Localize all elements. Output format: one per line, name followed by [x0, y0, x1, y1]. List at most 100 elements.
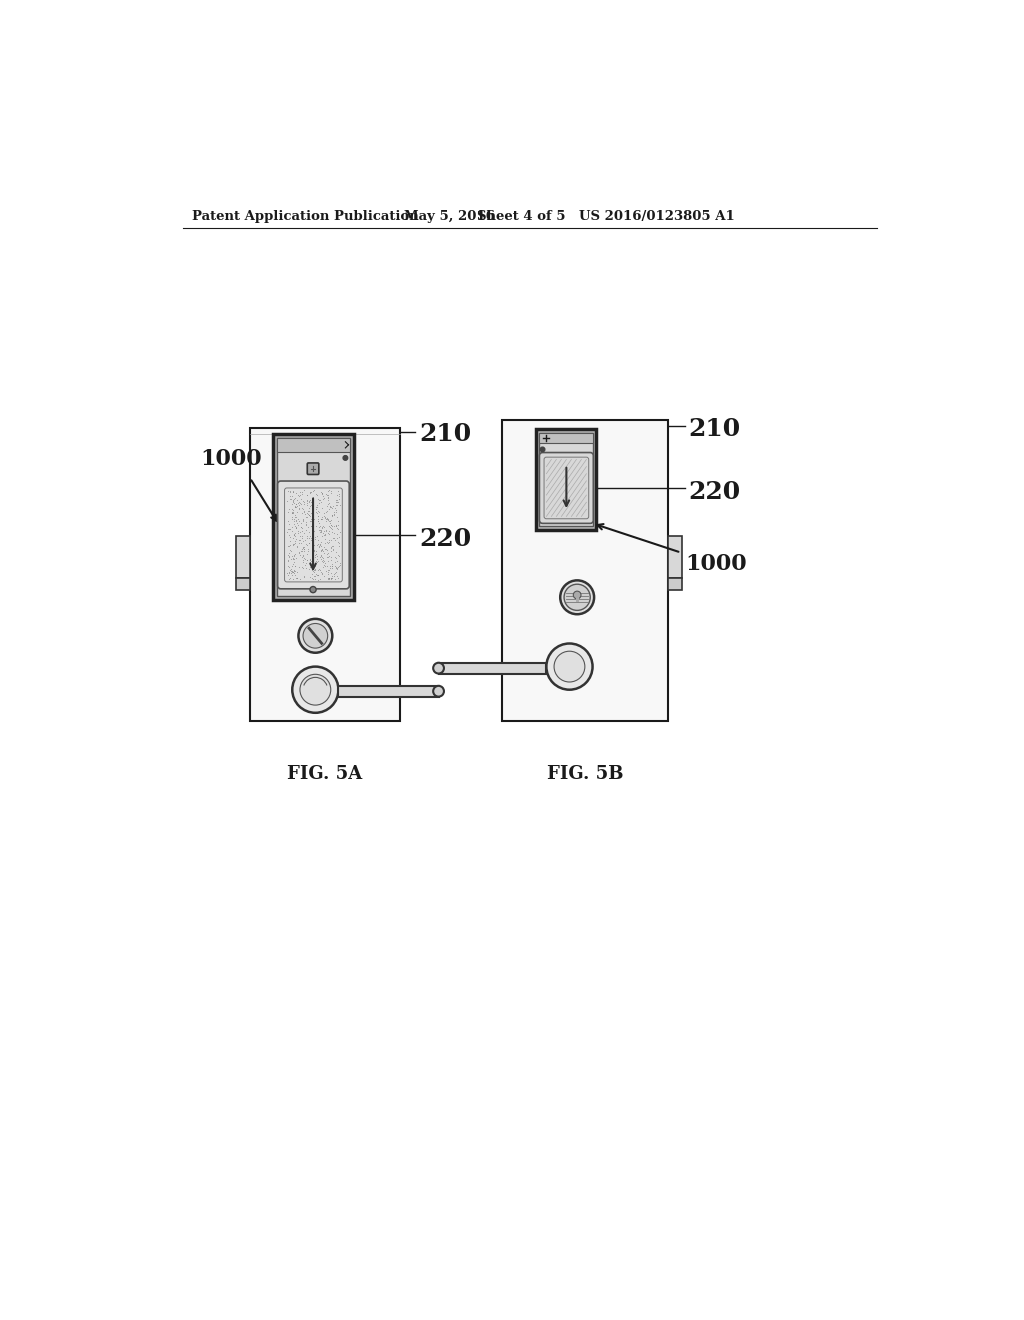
Point [286, 560, 302, 581]
Point [300, 500, 316, 521]
Point [327, 529, 343, 550]
Point [332, 486, 348, 507]
Point [294, 527, 310, 548]
Point [315, 487, 332, 508]
Point [309, 533, 326, 554]
Point [294, 525, 310, 546]
Point [321, 510, 337, 531]
Point [321, 569, 337, 590]
Point [309, 506, 326, 527]
Point [299, 549, 315, 570]
Point [322, 498, 338, 519]
Point [296, 494, 312, 515]
Point [319, 484, 336, 506]
Point [286, 488, 302, 510]
Bar [540, 433, 593, 527]
Point [298, 553, 314, 574]
Point [287, 488, 303, 510]
Text: 220: 220 [419, 527, 471, 550]
Point [282, 560, 298, 581]
Point [292, 545, 308, 566]
Point [298, 503, 314, 524]
Point [324, 504, 340, 525]
Point [315, 565, 332, 586]
Point [328, 516, 344, 537]
Point [299, 484, 315, 506]
Point [294, 482, 310, 503]
Point [301, 527, 317, 548]
Point [303, 554, 319, 576]
Point [299, 494, 315, 515]
Point [285, 502, 301, 523]
Point [313, 562, 330, 583]
Point [318, 539, 335, 560]
Point [328, 502, 344, 523]
Point [298, 506, 314, 527]
Point [317, 506, 334, 527]
Point [302, 482, 318, 503]
Point [326, 495, 342, 516]
Point [318, 520, 335, 541]
Point [322, 495, 338, 516]
Point [296, 491, 312, 512]
Point [292, 492, 308, 513]
Point [310, 508, 327, 529]
Circle shape [541, 447, 545, 451]
Point [305, 521, 322, 543]
Point [322, 517, 338, 539]
Point [319, 480, 336, 502]
Point [332, 553, 348, 574]
Point [285, 549, 301, 570]
Point [329, 524, 345, 545]
Point [288, 568, 304, 589]
Point [316, 528, 333, 549]
Point [303, 568, 319, 589]
Point [322, 545, 338, 566]
Point [296, 566, 312, 587]
Point [280, 565, 296, 586]
Point [324, 568, 340, 589]
Text: FIG. 5B: FIG. 5B [547, 766, 624, 783]
Point [286, 513, 302, 535]
Point [299, 525, 315, 546]
Point [295, 552, 311, 573]
Circle shape [433, 663, 444, 673]
Point [312, 549, 329, 570]
Point [286, 524, 302, 545]
Point [313, 564, 330, 585]
Point [285, 553, 301, 574]
Point [281, 546, 297, 568]
Point [312, 520, 329, 541]
Point [329, 558, 345, 579]
Point [303, 516, 319, 537]
Bar [540, 433, 593, 444]
Point [302, 511, 318, 532]
Point [321, 543, 337, 564]
Point [329, 484, 345, 506]
Point [286, 524, 302, 545]
Point [323, 537, 339, 558]
Point [315, 506, 332, 527]
Point [317, 508, 334, 529]
Point [316, 539, 333, 560]
Point [279, 562, 295, 583]
Point [327, 556, 343, 577]
Point [291, 510, 307, 531]
Point [287, 525, 303, 546]
Point [308, 484, 325, 506]
Point [323, 558, 339, 579]
Point [311, 535, 328, 556]
Point [296, 548, 312, 569]
Point [327, 546, 343, 568]
Text: Sheet 4 of 5: Sheet 4 of 5 [477, 210, 565, 223]
Point [321, 560, 337, 581]
Point [288, 528, 304, 549]
Circle shape [547, 644, 593, 689]
Point [298, 515, 314, 536]
Point [312, 491, 329, 512]
Point [311, 520, 328, 541]
Point [282, 527, 298, 548]
Point [303, 554, 319, 576]
Point [330, 519, 346, 540]
Point [326, 535, 342, 556]
